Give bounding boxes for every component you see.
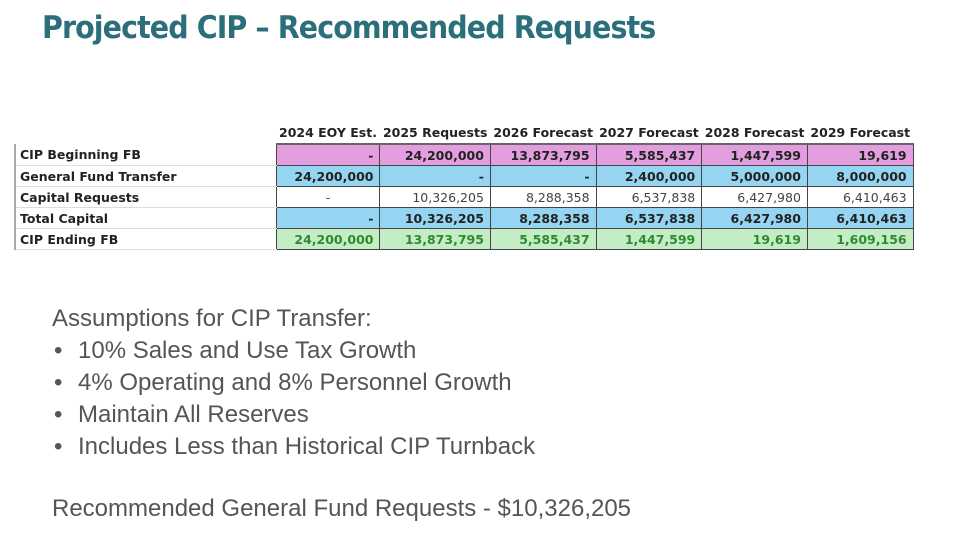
assumption-text: Includes Less than Historical CIP Turnba… [78,433,536,460]
table-cell: 6,427,980 [701,186,808,208]
table-cell: 8,288,358 [489,186,597,208]
assumptions-list: • 10% Sales and Use Tax Growth • 4% Operati… [52,335,535,463]
row-label: CIP Beginning FB [14,144,276,166]
assumptions-heading: Assumptions for CIP Transfer: [52,305,372,332]
bullet-icon: • [54,401,63,428]
table-cell: 6,410,463 [806,186,914,208]
table-cell: 2,400,000 [595,165,703,187]
table-row: CIP Ending FB 24,200,000 13,873,795 5,585,4… [14,228,914,250]
column-header: 2027 Forecast [596,122,702,145]
table-cell: 6,410,463 [806,207,914,229]
table-cell: 19,619 [806,143,914,166]
table-header-row: 2024 EOY Est. 2025 Requests 2026 Forecast 2… [15,122,914,145]
table-row: General Fund Transfer 24,200,000- -2,400,0… [14,165,914,187]
table-cell: 8,288,358 [489,207,597,229]
table-cell: 10,326,205 [379,186,491,208]
table-cell: 24,200,000 [275,165,381,187]
table-cell: 5,000,000 [701,165,808,187]
header-blank [15,122,276,144]
table-cell: - [275,143,381,166]
assumptions: Assumptions for CIP Transfer: • 10% Sales… [52,303,535,463]
table-cell: - [275,207,381,229]
assumption-item: • 10% Sales and Use Tax Growth [52,335,535,367]
table-cell: 5,585,437 [595,143,703,166]
table-cell: 24,200,000 [379,143,491,166]
row-label: Total Capital [14,207,276,229]
row-label: General Fund Transfer [14,165,276,187]
table-cell: 1,447,599 [701,143,808,166]
column-header: 2029 Forecast [807,122,914,145]
table-row: CIP Beginning FB -24,200,000 13,873,795 5,5… [14,143,914,166]
row-label: CIP Ending FB [14,228,276,250]
assumption-item: • Includes Less than Historical CIP Turnb… [52,431,535,463]
table-row: Total Capital -10,326,205 8,288,358 6,537,8… [14,207,914,229]
bullet-icon: • [54,369,63,396]
table-cell: - [489,165,597,187]
bullet-icon: • [54,337,63,364]
column-header: 2028 Forecast [701,122,808,145]
table-cell: 8,000,000 [806,165,914,187]
table-cell: 13,873,795 [379,228,491,250]
table-cell: 13,873,795 [489,143,597,166]
cip-table: 2024 EOY Est. 2025 Requests 2026 Forecast 2… [14,122,914,250]
row-label: Capital Requests [14,186,276,208]
bullet-icon: • [54,433,63,460]
table-cell: 6,427,980 [701,207,808,229]
assumption-text: 4% Operating and 8% Personnel Growth [78,369,512,396]
assumption-item: • Maintain All Reserves [52,399,535,431]
table-cell: 24,200,000 [275,228,381,250]
table-cell: - [379,165,491,187]
table-cell: - [275,186,381,208]
column-header: 2026 Forecast [490,122,597,145]
table-row: Capital Requests -10,326,205 8,288,358 6,53… [14,186,914,208]
table-cell: 19,619 [701,228,808,250]
column-header: 2025 Requests [379,122,491,145]
assumption-item: • 4% Operating and 8% Personnel Growth [52,367,535,399]
table-cell: 1,447,599 [595,228,703,250]
table-cell: 1,609,156 [806,228,914,250]
table-cell: 6,537,838 [595,186,703,208]
slide-title: Projected CIP – Recommended Requests [42,10,656,46]
table-cell: 5,585,437 [489,228,597,250]
column-header: 2024 EOY Est. [276,122,380,145]
table-cell: 10,326,205 [379,207,491,229]
assumption-text: 10% Sales and Use Tax Growth [78,337,417,364]
table-cell: 6,537,838 [595,207,703,229]
recommendation-text: Recommended General Fund Requests - $10,… [52,495,632,522]
assumption-text: Maintain All Reserves [78,401,309,428]
